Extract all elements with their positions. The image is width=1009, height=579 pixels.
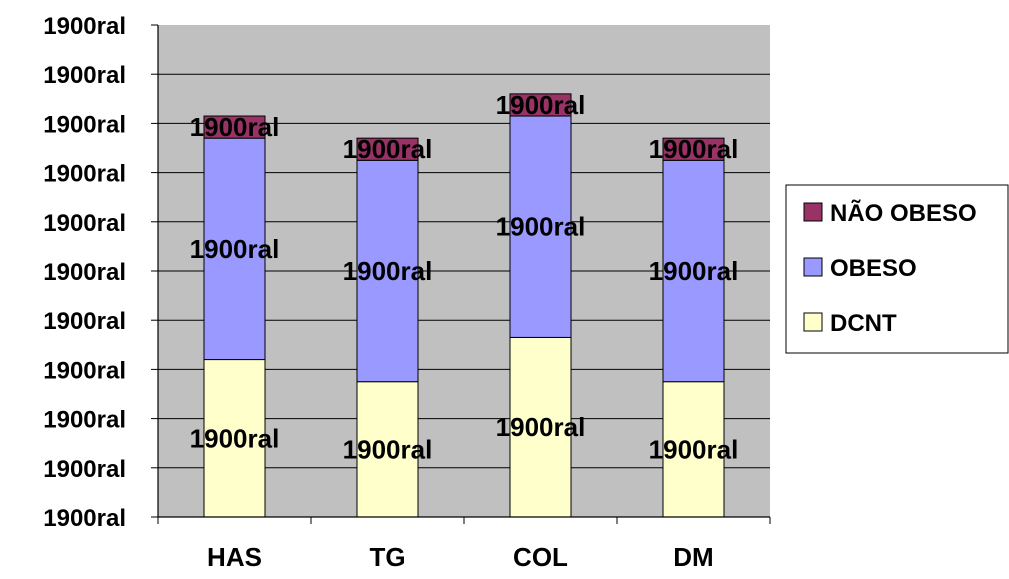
data-label: 1900ral [649, 434, 739, 464]
bar-segment-obeso [662, 159, 725, 383]
y-tick-label: 1900ral [43, 259, 126, 286]
legend-swatch [803, 202, 823, 222]
y-tick-label: 1900ral [43, 308, 126, 335]
legend-swatch [803, 257, 823, 277]
x-category-label: COL [513, 542, 568, 572]
data-label: 1900ral [190, 423, 280, 453]
bar-segment-n-o-obeso [662, 137, 725, 161]
y-tick-label: 1900ral [43, 62, 126, 89]
y-tick-label: 1900ral [43, 111, 126, 138]
y-tick-label: 1900ral [43, 505, 126, 532]
bar-segment-obeso [509, 115, 572, 338]
bar-segment-dcnt [203, 359, 266, 518]
y-tick-label: 1900ral [43, 161, 126, 188]
data-label: 1900ral [649, 134, 739, 164]
x-category-labels: HAS TG COL DM [207, 542, 714, 572]
x-category-label: TG [369, 542, 405, 572]
x-category-label: DM [673, 542, 713, 572]
legend-box [785, 184, 1009, 354]
legend-swatch [803, 312, 823, 332]
y-tick-label: 1900ral [43, 13, 126, 40]
data-label: 1900ral [190, 234, 280, 264]
bar-segment-n-o-obeso [203, 115, 266, 139]
legend-label: DCNT [830, 310, 897, 337]
legend-label: OBESO [830, 255, 917, 282]
data-label: 1900ral [496, 90, 586, 120]
bar-segment-n-o-obeso [356, 137, 419, 161]
bar-segment-obeso [356, 159, 419, 383]
data-label: 1900ral [649, 256, 739, 286]
y-tick-label: 1900ral [43, 407, 126, 434]
y-tick-label: 1900ral [43, 456, 126, 483]
legend: NÃO OBESO OBESO DCNT [785, 184, 1009, 354]
data-label: 1900ral [496, 412, 586, 442]
data-label: 1900ral [496, 212, 586, 242]
bars [203, 93, 725, 518]
y-tick-label: 1900ral [43, 210, 126, 237]
bar-segment-dcnt [662, 381, 725, 518]
bar-segment-n-o-obeso [509, 93, 572, 117]
bar-segment-obeso [203, 137, 266, 361]
data-label: 1900ral [190, 112, 280, 142]
bar-segment-dcnt [356, 381, 419, 518]
y-tick-label: 1900ral [43, 357, 126, 384]
data-label: 1900ral [343, 256, 433, 286]
legend-label: NÃO OBESO [830, 199, 977, 227]
bar-segment-dcnt [509, 336, 572, 518]
data-label: 1900ral [343, 134, 433, 164]
y-tick-labels: 1900ral 1900ral 1900ral 1900ral 1900ral 1900r… [43, 13, 158, 532]
data-label: 1900ral [343, 434, 433, 464]
data-labels: 1900ral 1900ral 1900ral 1900ral 1900ral 1900r… [190, 90, 739, 464]
x-category-label: HAS [207, 542, 262, 572]
